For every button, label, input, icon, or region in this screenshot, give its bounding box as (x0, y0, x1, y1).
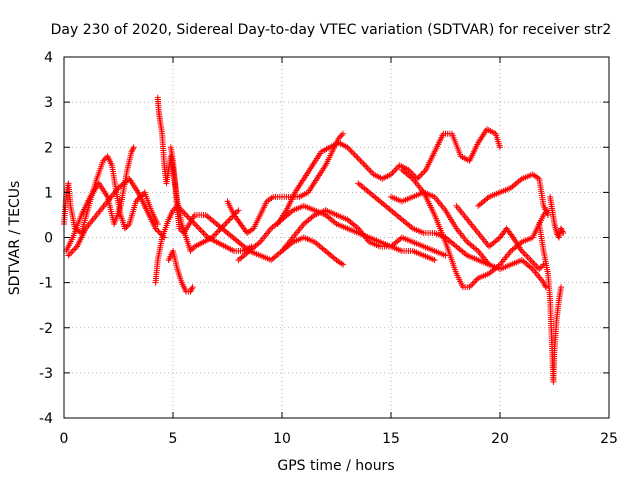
data-point-marker (358, 159, 365, 166)
data-point-marker (223, 219, 230, 226)
data-point-marker (188, 287, 195, 294)
data-point-marker (560, 229, 567, 236)
data-point-marker (539, 263, 546, 270)
data-point-marker (200, 229, 207, 236)
y-tick-label: 1 (44, 185, 53, 201)
data-point-marker (201, 231, 208, 238)
y-tick-label: 2 (44, 140, 53, 156)
data-point-marker (188, 285, 195, 292)
data-point-marker (68, 249, 75, 256)
data-point-marker (340, 130, 347, 137)
data-point-marker (390, 168, 397, 175)
data-point-marker (469, 281, 476, 288)
x-tick-label: 15 (382, 431, 400, 447)
x-tick-label: 25 (600, 431, 618, 447)
data-point-marker (212, 231, 219, 238)
x-tick-label: 0 (60, 431, 69, 447)
y-tick-label: 4 (44, 50, 53, 66)
data-point-marker (222, 220, 229, 227)
data-points (61, 94, 567, 385)
x-axis-label: GPS time / hours (277, 458, 394, 474)
x-tick-label: 20 (491, 431, 509, 447)
data-point-marker (130, 144, 137, 151)
data-point-marker (154, 220, 161, 227)
data-point-marker (364, 165, 371, 172)
data-point-marker (523, 252, 530, 259)
data-point-marker (353, 153, 360, 160)
data-point-marker (497, 144, 503, 151)
y-tick-label: 3 (44, 95, 53, 111)
data-point-marker (69, 248, 76, 255)
plot-frame (63, 56, 610, 419)
data-point-marker (544, 211, 551, 218)
y-tick-label: -4 (39, 411, 53, 427)
data-point-marker (189, 284, 196, 291)
data-point-marker (340, 261, 347, 268)
data-point-marker (472, 278, 479, 285)
data-point-marker (360, 160, 367, 167)
data-point-marker (542, 284, 549, 291)
data-point-marker (418, 171, 425, 178)
data-point-marker (524, 254, 531, 261)
y-axis-label: SDTVAR / TECUs (7, 181, 23, 296)
data-point-marker (235, 207, 242, 214)
data-point-marker (225, 217, 232, 224)
data-point-marker (366, 166, 373, 173)
data-point-marker (527, 257, 534, 264)
x-tick-label: 5 (169, 431, 178, 447)
data-point-marker (367, 168, 374, 175)
data-point-marker (350, 150, 357, 157)
y-tick-label: -3 (39, 366, 53, 382)
data-point-marker (357, 157, 364, 164)
data-point-marker (226, 216, 233, 223)
data-point-marker (183, 211, 190, 218)
data-point-marker (197, 226, 204, 233)
data-point-marker (521, 251, 528, 258)
data-point-marker (347, 147, 354, 154)
data-point-marker (363, 163, 370, 170)
data-point-marker (338, 132, 345, 139)
x-tick-label: 10 (273, 431, 291, 447)
chart-title: Day 230 of 2020, Sidereal Day-to-day VTE… (51, 22, 612, 38)
axis-ticks: 0 5 10 15 20 25 -4 -3 -2 -1 0 1 2 3 4 (39, 50, 618, 447)
data-point-marker (71, 246, 78, 253)
data-point-marker (354, 154, 361, 161)
data-point-marker (356, 156, 363, 163)
data-point-marker (213, 229, 220, 236)
data-point-marker (194, 223, 201, 230)
data-point-marker (467, 282, 474, 289)
y-tick-label: 0 (44, 231, 53, 247)
data-point-marker (199, 228, 206, 235)
data-point-marker (419, 169, 426, 176)
data-point-marker (537, 264, 544, 271)
data-point-marker (129, 147, 136, 154)
data-point-marker (415, 174, 422, 181)
data-point-marker (558, 284, 565, 291)
y-tick-label: -2 (39, 321, 53, 337)
data-point-marker (196, 225, 203, 232)
data-point-marker (361, 162, 368, 169)
data-point-marker (431, 257, 438, 264)
data-point-marker (351, 151, 358, 158)
y-tick-label: -1 (39, 276, 53, 292)
data-point-marker (470, 279, 477, 286)
data-point-marker (66, 251, 73, 258)
data-point-marker (193, 222, 200, 229)
grid-lines (64, 57, 609, 418)
data-point-marker (348, 148, 355, 155)
data-point-marker (392, 166, 399, 173)
data-point-marker (417, 172, 424, 179)
data-point-marker (526, 255, 533, 262)
